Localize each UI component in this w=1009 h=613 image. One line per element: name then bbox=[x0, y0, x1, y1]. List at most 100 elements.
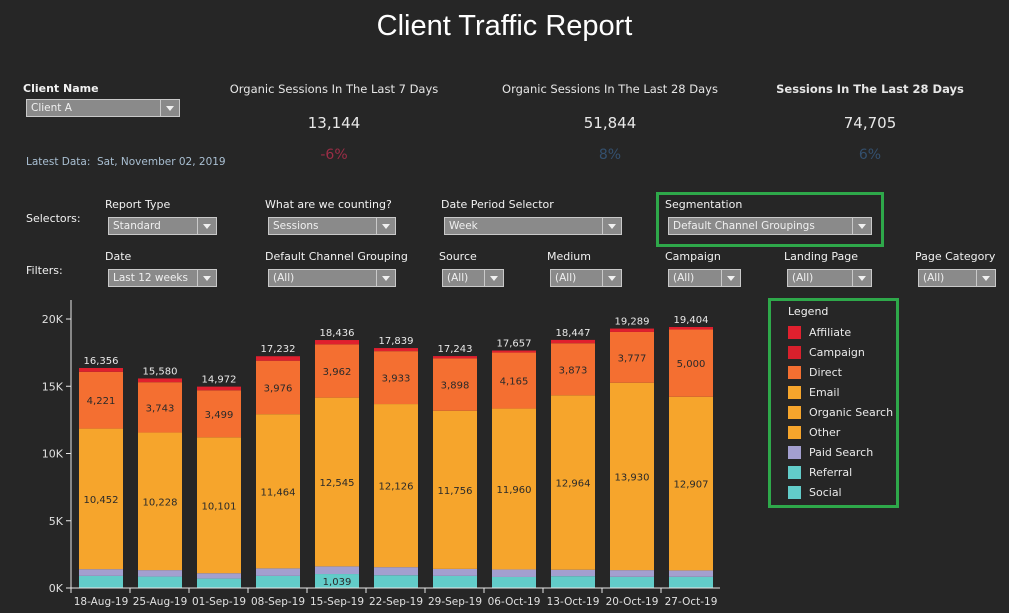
bar-segment bbox=[551, 569, 595, 577]
chevron-down-icon[interactable] bbox=[602, 218, 621, 234]
chevron-down-icon[interactable] bbox=[721, 270, 740, 286]
x-tick-label: 06-Oct-19 bbox=[488, 596, 541, 608]
bar-segment bbox=[374, 351, 418, 405]
legend-item[interactable]: Social bbox=[788, 482, 893, 502]
bar-segment bbox=[374, 404, 418, 568]
segment-label: 12,907 bbox=[674, 480, 709, 491]
total-label: 19,289 bbox=[615, 317, 650, 328]
latest-data-value: Sat, November 02, 2019 bbox=[97, 156, 226, 168]
total-label: 19,404 bbox=[674, 315, 709, 326]
chevron-down-icon[interactable] bbox=[602, 270, 621, 286]
chevron-down-icon[interactable] bbox=[160, 100, 179, 116]
x-tick-label: 18-Aug-19 bbox=[74, 596, 129, 608]
legend-item[interactable]: Paid Search bbox=[788, 442, 893, 462]
legend-swatch bbox=[788, 405, 801, 419]
bar-segment bbox=[610, 328, 654, 332]
channel-grouping-dropdown[interactable]: (All) bbox=[268, 269, 396, 287]
chevron-down-icon[interactable] bbox=[197, 218, 216, 234]
segment-label: 12,545 bbox=[320, 478, 355, 489]
chevron-down-icon[interactable] bbox=[376, 218, 395, 234]
segment-label: 10,228 bbox=[143, 497, 178, 508]
legend-item[interactable]: Campaign bbox=[788, 342, 893, 362]
legend-item[interactable]: Organic Search bbox=[788, 402, 893, 422]
date-period-value: Week bbox=[449, 220, 478, 232]
bar-segment bbox=[256, 575, 300, 588]
segment-label: 3,873 bbox=[559, 365, 588, 376]
page-category-dropdown[interactable]: (All) bbox=[918, 269, 996, 287]
bar-segment bbox=[433, 568, 477, 576]
bar-segment bbox=[197, 386, 241, 391]
chevron-down-icon[interactable] bbox=[852, 270, 871, 286]
legend-swatch bbox=[788, 465, 801, 479]
legend-swatch bbox=[788, 445, 801, 459]
x-tick-label: 25-Aug-19 bbox=[133, 596, 188, 608]
bar-segment bbox=[610, 570, 654, 577]
source-dropdown[interactable]: (All) bbox=[442, 269, 504, 287]
channel-grouping-label: Default Channel Grouping bbox=[265, 250, 408, 263]
legend-item[interactable]: Other bbox=[788, 422, 893, 442]
bar-segment bbox=[551, 339, 595, 344]
chevron-down-icon[interactable] bbox=[852, 218, 871, 234]
segment-label: 3,933 bbox=[382, 374, 411, 385]
kpi-title: Sessions In The Last 28 Days bbox=[776, 82, 964, 96]
campaign-dropdown[interactable]: (All) bbox=[668, 269, 741, 287]
bar-segment bbox=[669, 396, 713, 571]
segmentation-label: Segmentation bbox=[665, 198, 743, 211]
total-label: 17,657 bbox=[497, 339, 532, 350]
segmentation-value: Default Channel Groupings bbox=[673, 220, 815, 232]
segment-label: 12,126 bbox=[379, 482, 414, 493]
bar-segment bbox=[197, 437, 241, 574]
segment-label: 10,101 bbox=[202, 501, 237, 512]
chevron-down-icon[interactable] bbox=[197, 270, 216, 286]
total-label: 17,243 bbox=[438, 344, 473, 355]
kpi-title: Organic Sessions In The Last 7 Days bbox=[229, 82, 439, 96]
legend-item[interactable]: Referral bbox=[788, 462, 893, 482]
segment-label: 3,976 bbox=[264, 383, 293, 394]
page-category-value: (All) bbox=[923, 272, 945, 284]
date-period-dropdown[interactable]: Week bbox=[444, 217, 622, 235]
bar-segment bbox=[315, 574, 359, 588]
segment-label: 5,000 bbox=[677, 359, 706, 370]
bar-segment bbox=[256, 568, 300, 576]
legend-item[interactable]: Email bbox=[788, 382, 893, 402]
x-tick-label: 27-Oct-19 bbox=[665, 596, 718, 608]
kpi-change: 6% bbox=[858, 147, 882, 163]
kpi-value: 74,705 bbox=[843, 114, 897, 132]
x-tick-label: 22-Sep-19 bbox=[369, 596, 423, 608]
report-type-label: Report Type bbox=[105, 198, 171, 211]
bar-segment bbox=[669, 327, 713, 330]
legend-swatch bbox=[788, 485, 801, 499]
segment-label: 4,221 bbox=[87, 396, 116, 407]
landing-page-dropdown[interactable]: (All) bbox=[787, 269, 872, 287]
legend-item[interactable]: Direct bbox=[788, 362, 893, 382]
client-name-dropdown[interactable]: Client A bbox=[26, 99, 180, 117]
x-tick-label: 13-Oct-19 bbox=[547, 596, 600, 608]
medium-dropdown[interactable]: (All) bbox=[550, 269, 622, 287]
landing-page-value: (All) bbox=[792, 272, 814, 284]
counting-dropdown[interactable]: Sessions bbox=[268, 217, 396, 235]
chevron-down-icon[interactable] bbox=[484, 270, 503, 286]
total-label: 17,232 bbox=[261, 344, 296, 355]
segment-label: 11,960 bbox=[497, 485, 532, 496]
legend-highlight bbox=[768, 298, 899, 508]
legend-label: Organic Search bbox=[809, 405, 894, 419]
segmentation-dropdown[interactable]: Default Channel Groupings bbox=[668, 217, 872, 235]
x-tick-label: 08-Sep-19 bbox=[251, 596, 305, 608]
legend-swatch bbox=[788, 345, 801, 359]
bar-segment bbox=[79, 569, 123, 576]
bar-segment bbox=[79, 368, 123, 372]
segment-label: 3,499 bbox=[205, 410, 234, 421]
bar-segment bbox=[433, 575, 477, 588]
legend-item[interactable]: Affiliate bbox=[788, 322, 893, 342]
bar-segment bbox=[315, 566, 359, 575]
bar-segment bbox=[610, 382, 654, 571]
chevron-down-icon[interactable] bbox=[376, 270, 395, 286]
y-axis: 0K 5K 10K 15K 20K bbox=[42, 300, 72, 595]
chevron-down-icon[interactable] bbox=[976, 270, 995, 286]
date-filter-dropdown[interactable]: Last 12 weeks bbox=[108, 269, 217, 287]
source-value: (All) bbox=[447, 272, 469, 284]
bar-segment bbox=[551, 576, 595, 588]
x-tick-label: 15-Sep-19 bbox=[310, 596, 364, 608]
report-type-value: Standard bbox=[113, 220, 161, 232]
report-type-dropdown[interactable]: Standard bbox=[108, 217, 217, 235]
